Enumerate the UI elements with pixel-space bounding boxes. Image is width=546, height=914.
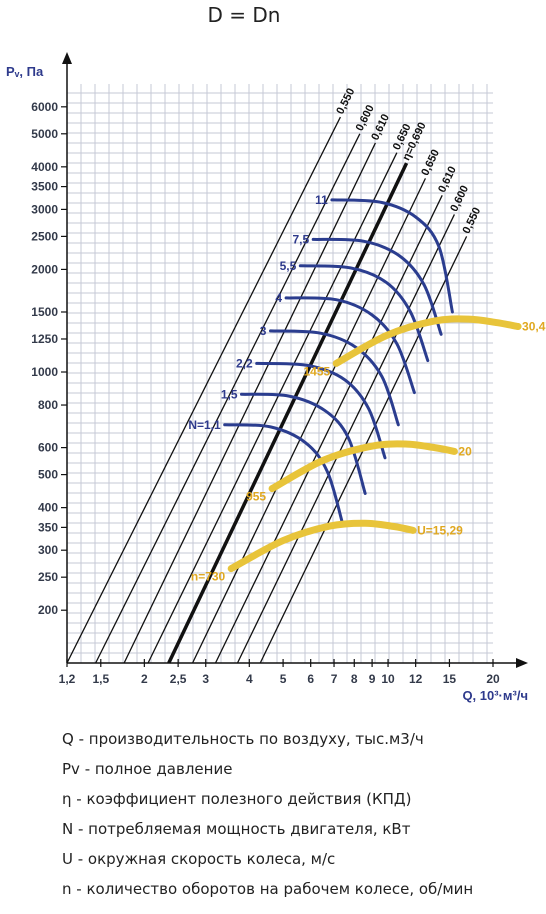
y-tick-label: 1500 bbox=[31, 305, 58, 319]
efficiency-line bbox=[191, 178, 427, 664]
x-tick-label: 3 bbox=[202, 672, 209, 686]
y-tick-label: 1000 bbox=[31, 365, 58, 379]
x-tick-label: 12 bbox=[409, 672, 423, 686]
x-tick-label: 2,5 bbox=[170, 672, 187, 686]
y-tick-label: 350 bbox=[38, 520, 58, 534]
x-tick-label: 20 bbox=[486, 672, 500, 686]
tip-speed-label: 30,47 bbox=[522, 319, 546, 333]
y-tick-label: 250 bbox=[38, 570, 58, 584]
y-axis-title: Pᵥ, Па bbox=[6, 64, 44, 79]
power-curve bbox=[284, 296, 416, 395]
speed-curve bbox=[227, 519, 417, 573]
power-curve bbox=[269, 329, 400, 427]
x-axis-ticks: 1,2 1,5 2 2,5 3 4 5 6 7 8 9 10 12 15 20 bbox=[59, 659, 500, 686]
x-tick-label: 1,2 bbox=[59, 672, 76, 686]
efficiency-label: 0,550 bbox=[334, 86, 357, 116]
y-axis-arrow bbox=[62, 52, 72, 64]
x-tick-label: 9 bbox=[369, 672, 376, 686]
x-tick-label: 4 bbox=[246, 672, 253, 686]
y-tick-label: 1250 bbox=[31, 332, 58, 346]
efficiency-line bbox=[95, 133, 361, 664]
y-tick-label: 3500 bbox=[31, 180, 58, 194]
x-tick-label: 2 bbox=[141, 672, 148, 686]
rpm-label: 1455 bbox=[303, 364, 330, 378]
legend-item-n-speed: n - количество оборотов на рабочем колес… bbox=[62, 880, 474, 898]
y-tick-label: 500 bbox=[38, 468, 58, 482]
x-axis-title: Q, 10³·м³/ч bbox=[462, 688, 528, 703]
efficiency-line bbox=[214, 195, 443, 664]
power-label: N=1,1 bbox=[188, 418, 221, 432]
x-tick-label: 5 bbox=[280, 672, 287, 686]
power-label: 7,5 bbox=[293, 232, 310, 246]
efficiency-label: 0,610 bbox=[436, 165, 459, 195]
efficiency-line bbox=[66, 116, 341, 664]
y-tick-label: 800 bbox=[38, 398, 58, 412]
speed-curves bbox=[227, 315, 522, 573]
power-curve bbox=[255, 361, 387, 460]
power-label: 2,2 bbox=[236, 356, 253, 370]
y-tick-label: 5000 bbox=[31, 127, 58, 141]
power-label: 5,5 bbox=[280, 259, 297, 273]
y-tick-label: 6000 bbox=[31, 100, 58, 114]
x-tick-label: 6 bbox=[307, 672, 314, 686]
legend-item-q: Q - производительность по воздуху, тыс.м… bbox=[62, 730, 424, 748]
x-tick-label: 10 bbox=[381, 672, 395, 686]
chart-title: D = Dn bbox=[208, 3, 281, 27]
tip-speed-label: 20 bbox=[458, 444, 472, 458]
efficiency-line bbox=[236, 214, 455, 664]
power-label: 3 bbox=[260, 324, 267, 338]
x-tick-label: 7 bbox=[331, 672, 338, 686]
y-axis-ticks: 200 250 300 350 400 500 600 800 1000 1250 1500 2000… bbox=[31, 100, 67, 617]
y-tick-label: 3000 bbox=[31, 202, 58, 216]
x-tick-label: 8 bbox=[351, 672, 358, 686]
efficiency-label: 0,550 bbox=[460, 206, 483, 236]
legend-item-eta: η - коэффициент полезного действия (КПД) bbox=[62, 790, 412, 808]
power-curve bbox=[330, 198, 454, 314]
speed-curve bbox=[332, 315, 522, 367]
legend: Q - производительность по воздуху, тыс.м… bbox=[62, 724, 532, 904]
y-tick-label: 2500 bbox=[31, 229, 58, 243]
y-tick-label: 400 bbox=[38, 501, 58, 515]
power-label: 1,5 bbox=[221, 387, 238, 401]
y-tick-label: 300 bbox=[38, 543, 58, 557]
performance-chart: D = Dn 1,2 1,5 2 2,5 3 4 5 6 7 8 9 10 12 15 20 200 250 3… bbox=[6, 3, 546, 703]
x-axis-arrow bbox=[516, 658, 528, 668]
x-tick-label: 1,5 bbox=[92, 672, 109, 686]
power-curve bbox=[311, 237, 443, 336]
x-tick-label: 15 bbox=[443, 672, 457, 686]
y-tick-label: 200 bbox=[38, 603, 58, 617]
efficiency-label: 0,600 bbox=[448, 184, 471, 214]
efficiency-lines bbox=[66, 116, 468, 664]
efficiency-line bbox=[147, 152, 398, 664]
y-tick-label: 2000 bbox=[31, 262, 58, 276]
power-label: 4 bbox=[275, 291, 282, 305]
efficiency-line bbox=[167, 162, 409, 664]
rpm-label: n=730 bbox=[191, 570, 226, 584]
y-tick-label: 4000 bbox=[31, 160, 58, 174]
tip-speed-label: U=15,29 bbox=[417, 523, 463, 537]
power-label: 11 bbox=[315, 193, 328, 207]
rpm-label: 955 bbox=[246, 490, 266, 504]
power-curve bbox=[240, 392, 367, 495]
legend-item-n-power: N - потребляемая мощность двигателя, кВт bbox=[62, 820, 411, 838]
efficiency-line bbox=[123, 142, 377, 664]
power-curve bbox=[223, 423, 344, 525]
chart-axes bbox=[62, 52, 528, 668]
legend-item-u: U - окружная скорость колеса, м/с bbox=[62, 850, 336, 868]
speed-curve bbox=[268, 440, 458, 493]
legend-item-pv: Pv - полное давление bbox=[62, 760, 233, 778]
chart-grid bbox=[66, 84, 493, 664]
y-tick-label: 600 bbox=[38, 441, 58, 455]
